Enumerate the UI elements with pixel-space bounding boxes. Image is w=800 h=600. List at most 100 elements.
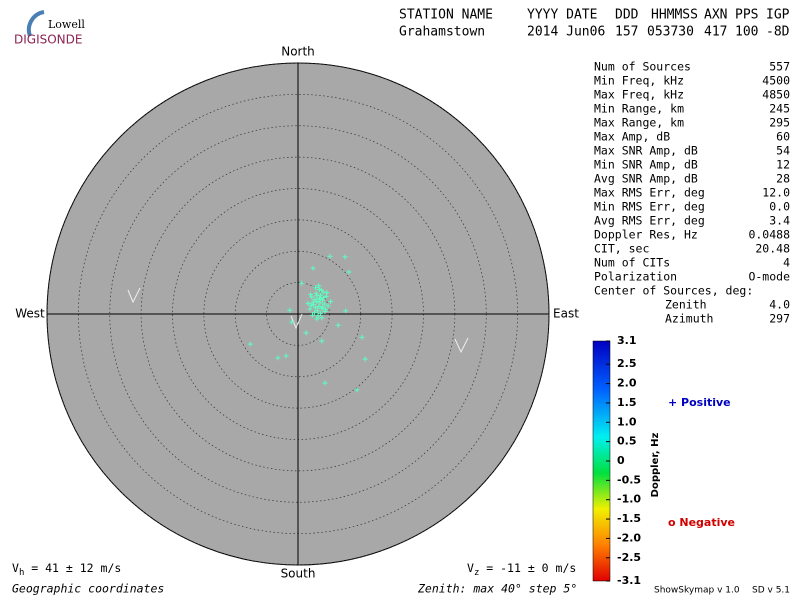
source-point (316, 283, 322, 289)
vz-text: Vz = -11 ± 0 m/s (467, 561, 576, 578)
source-point (362, 356, 368, 362)
velocity-markers (127, 287, 469, 354)
colorbar-tick-label: 2.0 (617, 377, 637, 390)
source-point (346, 269, 352, 275)
source-point (308, 302, 314, 308)
header-value: 157 (615, 25, 638, 40)
header-label: YYYY DATE (527, 8, 597, 23)
header-label: IGP (766, 8, 790, 23)
source-point (310, 265, 316, 271)
stat-value: 60 (776, 130, 790, 144)
legend-negative: o Negative (668, 516, 735, 529)
source-point (323, 307, 329, 313)
colorbar-tick-label: -1.0 (617, 493, 641, 506)
stat-value: 0.0 (769, 200, 790, 214)
stat-value: 54 (776, 144, 790, 158)
colorbar-tick-label: -3.1 (617, 574, 641, 587)
source-point (310, 299, 316, 305)
source-point (327, 253, 333, 259)
source-point (343, 308, 349, 314)
source-point (316, 303, 322, 309)
dir-east: East (553, 307, 579, 321)
stat-label: Min SNR Amp, dB (594, 158, 698, 172)
source-point (324, 290, 330, 296)
source-point (314, 316, 320, 322)
colorbar-tick-label: -2.0 (617, 531, 641, 544)
source-point (354, 387, 360, 393)
source-point (318, 292, 324, 298)
header-value: 417 (704, 25, 727, 40)
stat-value: 3.4 (769, 214, 790, 228)
stat-value: 4850 (762, 88, 790, 102)
header-value: 100 (735, 25, 758, 40)
header-label: PPS (735, 8, 758, 23)
center-label: Zenith (665, 298, 707, 312)
vh-text: Vh = 41 ± 12 m/s (12, 561, 121, 578)
source-point (305, 300, 311, 306)
logo-top: Lowell (48, 18, 85, 31)
stat-value: O-mode (748, 270, 790, 284)
colorbar-label: Doppler, Hz (650, 433, 661, 498)
stat-label: Avg RMS Err, deg (594, 214, 705, 228)
stat-value: 4 (783, 256, 790, 270)
center-title: Center of Sources, deg: (594, 284, 753, 298)
source-point (289, 319, 295, 325)
header-value: 053730 (647, 25, 694, 40)
colorbar-tick-label: 0 (617, 454, 625, 467)
header-value: Grahamstown (399, 25, 485, 40)
source-point (313, 290, 319, 296)
source-point (311, 302, 317, 308)
colorbar-tick-label: 0.5 (617, 435, 637, 448)
dir-north: North (281, 45, 315, 59)
source-point (283, 353, 289, 359)
stat-label: Max RMS Err, deg (594, 186, 705, 200)
source-point (322, 380, 328, 386)
plot (46, 62, 550, 566)
stat-value: 245 (769, 102, 790, 116)
source-point (319, 315, 325, 321)
dir-south: South (281, 567, 316, 581)
colorbar-tick-label: 2.5 (617, 357, 637, 370)
source-point (319, 297, 325, 303)
source-point (313, 305, 319, 311)
source-point (317, 300, 323, 306)
colorbar-tick-label: -2.5 (617, 551, 641, 564)
header-label: DDD (615, 8, 639, 23)
source-point (321, 301, 327, 307)
colorbar-tick-label: 1.5 (617, 396, 637, 409)
source-point (314, 308, 320, 314)
stat-label: Avg SNR Amp, dB (594, 172, 698, 186)
stat-value: 28 (776, 172, 790, 186)
stat-label: Num of CITs (594, 256, 670, 270)
sd-version: SD v 5.1 (752, 586, 790, 596)
stat-value: 295 (769, 116, 790, 130)
stat-label: Max SNR Amp, dB (594, 144, 698, 158)
legend-positive: + Positive (668, 396, 731, 409)
source-point (309, 294, 315, 300)
logo-arc (26, 10, 45, 37)
source-point (287, 307, 293, 313)
stat-label: Min Freq, kHz (594, 74, 684, 88)
logo-bottom: DIGISONDE (14, 33, 82, 47)
source-point (303, 330, 309, 336)
source-point (325, 303, 331, 309)
source-point (247, 341, 253, 347)
source-point (275, 355, 281, 361)
center-value: 297 (769, 312, 790, 326)
header-value: 2014 Jun06 (527, 25, 605, 40)
header-label: HHMMSS (651, 8, 698, 23)
stat-value: 4500 (762, 74, 790, 88)
header-label: STATION NAME (399, 8, 493, 23)
colorbar-tick-label: 3.1 (617, 334, 637, 347)
source-point (321, 295, 327, 301)
source-point (328, 298, 334, 304)
source-point (319, 338, 325, 344)
header-label: AXN (704, 8, 727, 23)
source-point (316, 287, 322, 293)
source-point (317, 295, 323, 301)
source-point (318, 310, 324, 316)
colorbar-tick-label: -1.5 (617, 512, 641, 525)
stat-label: Num of Sources (594, 60, 691, 74)
source-point (311, 310, 317, 316)
